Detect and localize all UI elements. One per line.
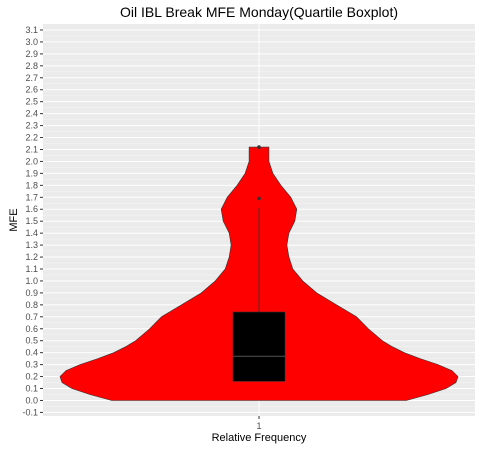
y-tick-label: 0.7 [25,312,38,322]
x-tick-label: 1 [256,421,261,431]
y-axis-ticks: -0.1 0.00.1 0.2 0.3 0.4 0.5 0.6 0.7 0.8 0.9 1.0 1.1… [22,25,43,417]
y-tick-label: 1.5 [25,216,38,226]
y-tick-label: 2.6 [25,85,38,95]
y-axis-title: MFE [8,208,20,231]
y-tick-label: 0.4 [25,348,38,358]
y-tick-label: 0.5 [25,336,38,346]
violin-layer [59,145,459,401]
x-axis-title: Relative Frequency [212,432,307,444]
y-tick-label: 0.6 [25,324,38,334]
x-axis-ticks: 1 [256,416,262,431]
outlier-point [257,196,261,201]
y-tick-label: 2.1 [25,144,38,154]
y-tick-label: 1.9 [25,168,38,178]
y-tick-label: 3.1 [25,25,38,35]
y-tick-label: 0.3 [25,360,38,370]
y-tick-label: 0.0 [25,395,38,405]
y-tick-label: 1.7 [25,192,38,202]
y-tick-label: 1.3 [25,240,38,250]
y-tick-label: 1.8 [25,180,38,190]
y-tick-label: 2.3 [25,121,38,131]
outlier-point [257,145,261,149]
y-tick-label: 2.9 [25,49,38,59]
chart-title: Oil IBL Break MFE Monday(Quartile Boxplo… [120,4,398,20]
y-tick-label: 0.1 [25,384,38,394]
iqr-box [232,311,286,382]
y-tick-label: 2.0 [25,156,38,166]
y-tick-label: 0.2 [25,372,38,382]
y-tick-label: 1.4 [25,228,38,238]
y-tick-label: 2.7 [25,73,38,83]
y-tick-label: 0.9 [25,288,38,298]
y-tick-label: 1.6 [25,204,38,214]
y-tick-label: 2.5 [25,97,38,107]
y-tick-label: 1.1 [25,264,38,274]
y-tick-label: 1.2 [25,252,38,262]
y-tick-label: 2.4 [25,109,38,119]
y-tick-label: -0.1 [22,407,38,417]
y-tick-label: 0.8 [25,300,38,310]
y-tick-label: 1.0 [25,276,38,286]
y-tick-label: 3.0 [25,37,38,47]
y-tick-label: 2.8 [25,61,38,71]
y-tick-label: 2.2 [25,133,38,143]
